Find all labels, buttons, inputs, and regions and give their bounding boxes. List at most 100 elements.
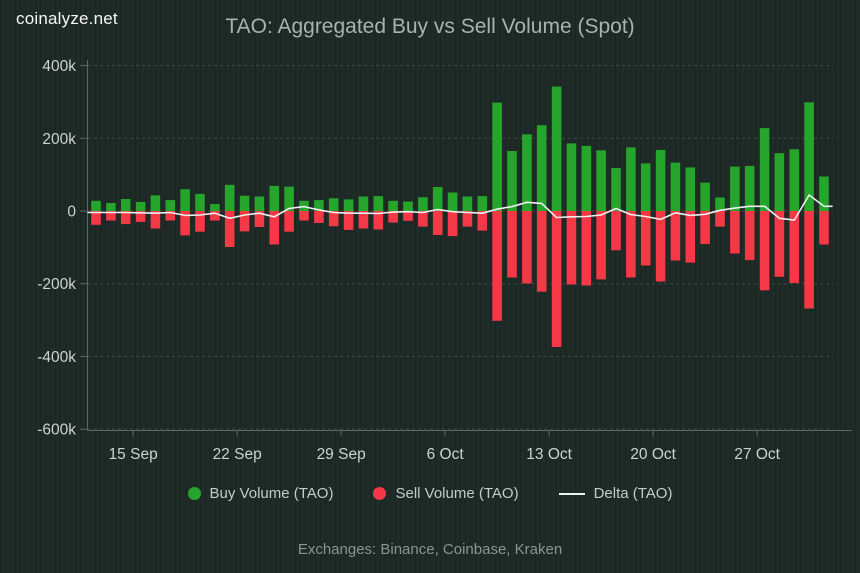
sell-bar bbox=[165, 211, 176, 221]
buy-bar bbox=[507, 151, 517, 211]
sell-bar bbox=[358, 211, 369, 229]
y-tick-label: -600k bbox=[37, 422, 76, 439]
y-tick-label: -200k bbox=[37, 276, 76, 293]
sell-bar bbox=[759, 211, 770, 291]
sell-bar bbox=[418, 211, 428, 227]
buy-bar bbox=[715, 197, 725, 211]
sell-bar bbox=[477, 211, 488, 231]
buy-bar bbox=[640, 163, 651, 211]
buy-bar bbox=[596, 150, 606, 211]
buy-bar bbox=[447, 192, 458, 211]
sell-bar bbox=[596, 211, 606, 280]
buy-bar bbox=[804, 102, 814, 211]
buy-bar bbox=[492, 102, 502, 211]
sell-bar bbox=[804, 211, 814, 309]
sell-bar bbox=[507, 211, 517, 278]
delta-line bbox=[87, 194, 833, 221]
sell-bar bbox=[432, 211, 443, 235]
sell-bar bbox=[343, 211, 354, 230]
buy-bar bbox=[432, 187, 443, 211]
legend-item-delta: Delta (TAO) bbox=[558, 485, 672, 502]
y-tick-label: 200k bbox=[42, 131, 76, 148]
buy-bar bbox=[789, 149, 800, 211]
buy-bar bbox=[328, 198, 339, 211]
x-tick-label: 29 Sep bbox=[317, 446, 366, 463]
sell-bar bbox=[685, 211, 696, 263]
site-logo[interactable]: coinalyze.net bbox=[16, 9, 118, 28]
x-tick-label: 20 Oct bbox=[630, 446, 676, 463]
sell-bar bbox=[210, 211, 220, 221]
sell-bar bbox=[180, 211, 190, 236]
sell-bar bbox=[373, 211, 384, 230]
legend-label-buy: Buy Volume (TAO) bbox=[209, 485, 334, 502]
buy-bar bbox=[685, 167, 696, 211]
sell-bar bbox=[328, 211, 339, 227]
sell-bar bbox=[536, 211, 547, 292]
buy-bar bbox=[224, 184, 235, 211]
buy-bar bbox=[477, 196, 488, 211]
buy-bar bbox=[418, 197, 428, 211]
legend-item-sell-volume: Sell Volume (TAO) bbox=[373, 485, 519, 502]
buy-bar bbox=[91, 200, 101, 211]
buy-bar bbox=[536, 125, 547, 211]
buy-bar bbox=[551, 86, 562, 211]
buy-bar bbox=[180, 189, 190, 211]
sell-bar bbox=[581, 211, 592, 286]
buy-bar bbox=[700, 182, 710, 211]
buy-bar bbox=[730, 166, 740, 211]
sell-bar bbox=[462, 211, 473, 227]
sell-bar bbox=[640, 211, 651, 266]
sell-bar bbox=[388, 211, 398, 223]
sell-bar bbox=[403, 211, 413, 221]
buy-bar bbox=[774, 153, 785, 211]
x-tick-label: 13 Oct bbox=[526, 446, 572, 463]
buy-bar bbox=[388, 200, 398, 211]
y-tick-label: 400k bbox=[42, 58, 76, 75]
sell-bar bbox=[744, 211, 755, 261]
buy-bar bbox=[314, 200, 324, 211]
sell-bar bbox=[284, 211, 294, 232]
sell-bar bbox=[106, 211, 116, 221]
buy-bar bbox=[759, 128, 770, 211]
sell-bar bbox=[700, 211, 710, 245]
sell-bar bbox=[551, 211, 562, 347]
buy-bar bbox=[611, 168, 621, 211]
buy-bar bbox=[655, 149, 666, 211]
sell-bar bbox=[135, 211, 146, 222]
sell-bar bbox=[715, 211, 725, 227]
buy-bar bbox=[462, 196, 473, 211]
buy-bar bbox=[254, 196, 265, 211]
buy-bar bbox=[210, 204, 220, 211]
bars-layer bbox=[91, 86, 829, 347]
buy-bar bbox=[165, 200, 176, 211]
sell-bar bbox=[492, 211, 502, 321]
sell-bar bbox=[566, 211, 577, 285]
legend-item-buy-volume: Buy Volume (TAO) bbox=[187, 485, 334, 502]
buy-bar bbox=[581, 145, 592, 211]
legend-label-sell: Sell Volume (TAO) bbox=[395, 485, 519, 502]
buy-bar bbox=[239, 195, 250, 211]
sell-bar bbox=[670, 211, 681, 261]
sell-bar bbox=[819, 211, 829, 245]
buy-bar bbox=[373, 196, 384, 211]
x-tick-label: 15 Sep bbox=[109, 446, 158, 463]
buy-bar bbox=[566, 143, 577, 211]
sell-bar bbox=[195, 211, 205, 232]
sell-bar bbox=[120, 211, 131, 225]
sell-volume-dot-icon bbox=[373, 487, 387, 500]
sell-bar bbox=[774, 211, 785, 277]
buy-bar bbox=[106, 203, 116, 211]
sell-bar bbox=[150, 211, 161, 229]
sell-bar bbox=[655, 211, 666, 282]
sell-bar bbox=[611, 211, 621, 251]
buy-bar bbox=[150, 195, 161, 211]
buy-bar bbox=[269, 185, 280, 211]
buy-bar bbox=[195, 193, 205, 211]
sell-bar bbox=[299, 211, 309, 221]
sell-bar bbox=[626, 211, 636, 278]
buy-bar bbox=[343, 199, 354, 211]
delta-line-icon bbox=[558, 492, 585, 495]
buy-bar bbox=[626, 147, 636, 211]
